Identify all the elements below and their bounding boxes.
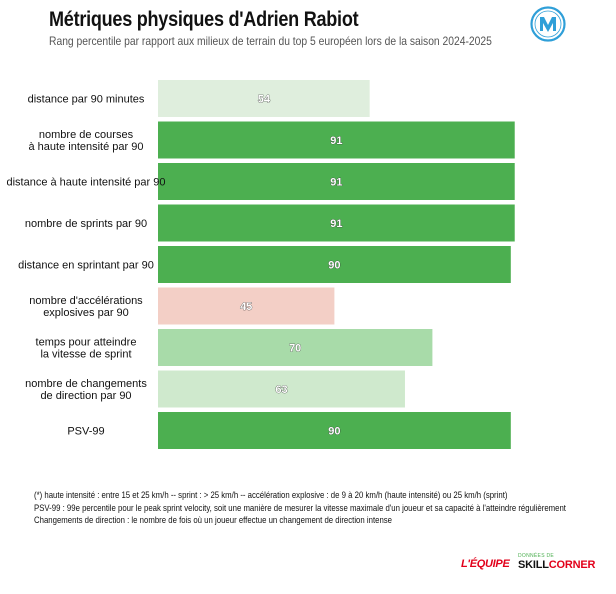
category-label: nombre d'accélérations explosives par 90: [29, 295, 143, 319]
page-subtitle: Rang percentile par rapport aux milieux …: [49, 34, 492, 48]
value-label: 45: [240, 301, 252, 313]
value-label: 90: [328, 426, 340, 438]
value-label: 54: [258, 94, 271, 106]
page-title: Métriques physiques d'Adrien Rabiot: [49, 8, 359, 31]
bar-row: distance par 90 minutes 54: [28, 80, 370, 117]
footnote-line: Changements de direction : le nombre de …: [34, 515, 393, 526]
bar: [158, 80, 370, 117]
om-club-crest-icon: [530, 6, 566, 42]
category-label: nombre de courses à haute intensité par 9…: [29, 129, 144, 153]
bar-row: temps pour atteindre la vitesse de sprint…: [36, 329, 433, 366]
value-label: 91: [330, 218, 342, 230]
skillcorner-wordmark-a: SKILL: [518, 559, 549, 571]
value-label: 63: [275, 384, 287, 396]
bar-row: nombre de sprints par 90 91: [25, 204, 515, 242]
footnote-line: PSV-99 : 99e percentile pour le peak spr…: [34, 502, 566, 514]
skillcorner-tagline: DONNÉES DE: [518, 553, 555, 559]
bar-row: distance à haute intensité par 90 91: [6, 163, 515, 200]
category-label: distance par 90 minutes: [28, 94, 145, 106]
skillcorner-logo: DONNÉES DE SKILLCORNER: [518, 553, 595, 571]
bar-row: PSV-99 90: [67, 412, 511, 449]
bar: [158, 163, 515, 200]
bar: [158, 412, 511, 449]
skillcorner-wordmark: SKILLCORNER: [518, 559, 595, 571]
bar-row: distance en sprintant par 90 90: [18, 246, 511, 283]
value-label: 70: [289, 343, 301, 355]
bar: [158, 370, 405, 408]
value-label: 90: [328, 260, 340, 272]
lequipe-logo: L'ÉQUIPE: [461, 558, 510, 570]
footnote-line: (*) haute intensité : entre 15 et 25 km/…: [34, 490, 508, 501]
skillcorner-wordmark-b: CORNER: [548, 559, 596, 571]
value-label: 91: [330, 135, 342, 147]
bar: [158, 329, 433, 366]
bar: [158, 246, 511, 283]
percentile-bar-chart: distance par 90 minutes 54 nombre de cours…: [6, 80, 515, 449]
category-label: distance en sprintant par 90: [18, 260, 154, 272]
footnotes: (*) haute intensité : entre 15 et 25 km/…: [34, 490, 566, 528]
category-label: nombre de changements de direction par 90: [25, 378, 147, 402]
category-label: temps pour atteindre la vitesse de sprint: [36, 337, 137, 361]
bar: [158, 287, 335, 325]
bar-row: nombre de changements de direction par 90…: [25, 370, 405, 408]
category-label: PSV-99: [67, 426, 104, 438]
category-label: distance à haute intensité par 90: [6, 177, 165, 189]
bar: [158, 204, 515, 242]
bar: [158, 121, 515, 159]
bar-row: nombre d'accélérations explosives par 90 4…: [29, 287, 335, 325]
category-label: nombre de sprints par 90: [25, 218, 147, 230]
value-label: 91: [330, 177, 342, 189]
bar-row: nombre de courses à haute intensité par 9…: [29, 121, 515, 159]
